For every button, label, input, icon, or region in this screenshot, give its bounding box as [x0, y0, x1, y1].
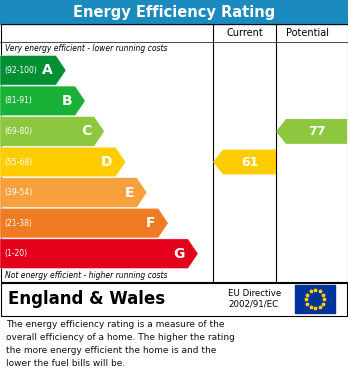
Text: D: D [101, 155, 113, 169]
Polygon shape [0, 86, 85, 116]
Bar [1, 283, 347, 316]
Text: (92-100): (92-100) [4, 66, 37, 75]
Text: (55-68): (55-68) [4, 158, 32, 167]
Polygon shape [213, 150, 276, 174]
Bar [295, 285, 335, 313]
Text: (1-20): (1-20) [4, 249, 27, 258]
Text: E: E [125, 186, 134, 199]
Polygon shape [0, 208, 168, 238]
Text: G: G [174, 247, 185, 261]
Text: F: F [146, 216, 155, 230]
Polygon shape [0, 56, 66, 85]
Text: Potential: Potential [286, 28, 329, 38]
Bar [0, 24, 348, 282]
Text: England & Wales: England & Wales [8, 290, 165, 308]
Text: 77: 77 [308, 125, 325, 138]
Polygon shape [276, 119, 347, 144]
Text: C: C [81, 124, 92, 138]
Text: EU Directive: EU Directive [228, 289, 281, 298]
Text: 2002/91/EC: 2002/91/EC [228, 300, 278, 308]
Text: Current: Current [226, 28, 263, 38]
Text: The energy efficiency rating is a measure of the
overall efficiency of a home. T: The energy efficiency rating is a measur… [6, 320, 235, 368]
Polygon shape [0, 117, 104, 146]
Text: (21-38): (21-38) [4, 219, 32, 228]
Text: (81-91): (81-91) [4, 96, 32, 105]
Text: Energy Efficiency Rating: Energy Efficiency Rating [73, 5, 275, 20]
Polygon shape [0, 147, 126, 177]
Text: Very energy efficient - lower running costs: Very energy efficient - lower running co… [5, 44, 167, 53]
Polygon shape [0, 178, 147, 207]
Bar [0, 282, 348, 316]
Bar [0, 0, 348, 24]
Text: A: A [42, 63, 53, 77]
Text: B: B [62, 94, 72, 108]
Text: 61: 61 [241, 156, 258, 169]
Text: (39-54): (39-54) [4, 188, 32, 197]
Text: (69-80): (69-80) [4, 127, 32, 136]
Polygon shape [0, 239, 198, 269]
Text: Not energy efficient - higher running costs: Not energy efficient - higher running co… [5, 271, 167, 280]
